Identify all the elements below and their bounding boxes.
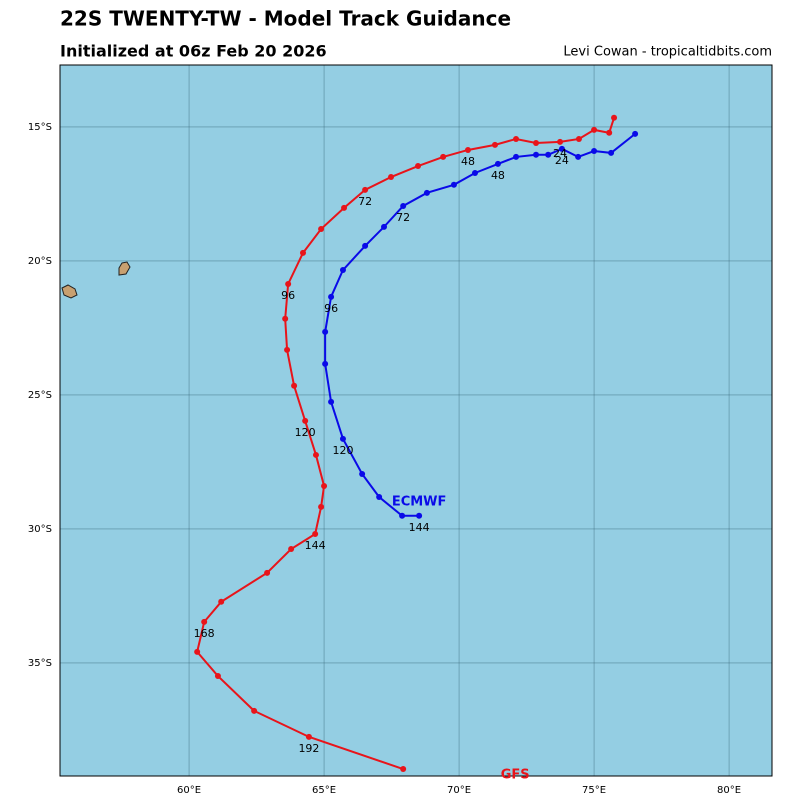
credit: Levi Cowan - tropicaltidbits.com: [563, 45, 772, 60]
track-point: [513, 135, 520, 142]
hour-label: 144: [409, 521, 430, 534]
track-point: [471, 170, 478, 177]
track-point: [513, 153, 520, 160]
hour-label: 120: [332, 444, 353, 457]
track-point: [440, 153, 447, 160]
track-point: [575, 135, 582, 142]
track-point: [300, 249, 307, 256]
track-point: [214, 673, 221, 680]
track-point: [282, 315, 289, 322]
track-point: [322, 328, 329, 335]
track-point: [341, 204, 348, 211]
hour-label: 48: [491, 169, 505, 182]
track-point: [312, 451, 319, 458]
track-point: [415, 163, 422, 170]
track-point: [575, 153, 582, 160]
track-point: [362, 242, 369, 249]
x-tick-label: 70°E: [447, 785, 471, 796]
track-point: [399, 512, 406, 519]
hour-label: 96: [324, 302, 338, 315]
ocean: [60, 65, 772, 776]
track-point: [285, 280, 292, 287]
y-tick-label: 30°S: [28, 524, 52, 535]
track-line: [196, 117, 615, 770]
x-tick-label: 80°E: [717, 785, 741, 796]
hour-label: 120: [295, 426, 316, 439]
track-point: [423, 189, 430, 196]
hour-label: 72: [358, 195, 372, 208]
track-point: [591, 126, 598, 133]
track-point: [291, 382, 298, 389]
series-name: ECMWF: [392, 494, 447, 509]
track-point: [321, 483, 328, 490]
track-point: [288, 546, 295, 553]
hour-label: 72: [396, 211, 410, 224]
track-point: [416, 512, 423, 519]
track-point: [339, 267, 346, 274]
track-point: [201, 618, 208, 625]
track-point: [318, 503, 325, 510]
track-point: [264, 569, 271, 576]
x-tick-label: 65°E: [312, 785, 336, 796]
track-point: [302, 417, 309, 424]
x-tick-label: 75°E: [582, 785, 606, 796]
track-point: [339, 435, 346, 442]
hour-label: 96: [281, 289, 295, 302]
track-point: [362, 186, 369, 193]
track-point: [359, 470, 366, 477]
island: [118, 261, 131, 276]
frame: [59, 64, 773, 777]
hour-label: 24: [553, 147, 567, 160]
grid: [60, 65, 772, 776]
track-point: [611, 114, 618, 121]
track-point: [491, 141, 498, 148]
y-tick-label: 35°S: [28, 658, 52, 669]
track-point: [558, 145, 565, 152]
track-point: [557, 138, 564, 145]
track-point: [328, 293, 335, 300]
track-point: [632, 130, 639, 137]
hour-label: 192: [298, 742, 319, 755]
hour-label: 24: [555, 154, 569, 167]
hour-label: 48: [461, 155, 475, 168]
y-tick-label: 20°S: [28, 256, 52, 267]
track-point: [251, 707, 258, 714]
y-tick-label: 25°S: [28, 390, 52, 401]
track-point: [194, 648, 201, 655]
track-point: [305, 733, 312, 740]
island: [61, 284, 78, 299]
track-point: [376, 494, 383, 501]
title: 22S TWENTY-TW - Model Track Guidance: [60, 7, 511, 31]
series-name: GFS: [501, 768, 530, 783]
track-point: [400, 202, 407, 209]
track-point: [388, 174, 395, 181]
hour-label: 144: [305, 539, 326, 552]
subtitle: Initialized at 06z Feb 20 2026: [60, 42, 327, 61]
track-point: [318, 226, 325, 233]
track-point: [450, 181, 457, 188]
track-point: [608, 149, 615, 156]
x-tick-label: 60°E: [177, 785, 201, 796]
track-point: [533, 139, 540, 146]
track-point: [328, 398, 335, 405]
track-point: [284, 346, 291, 353]
hour-label: 168: [194, 627, 215, 640]
track-point: [591, 148, 598, 155]
track-point: [312, 530, 319, 537]
track-point: [494, 160, 501, 167]
track-point: [464, 146, 471, 153]
track-point: [606, 129, 613, 136]
track-point: [533, 151, 540, 158]
track-point: [381, 223, 388, 230]
track-point: [322, 360, 329, 367]
track-point: [400, 766, 407, 773]
tracks: [194, 114, 639, 773]
y-tick-label: 15°S: [28, 122, 52, 133]
track-point: [218, 598, 225, 605]
track-point: [545, 151, 552, 158]
